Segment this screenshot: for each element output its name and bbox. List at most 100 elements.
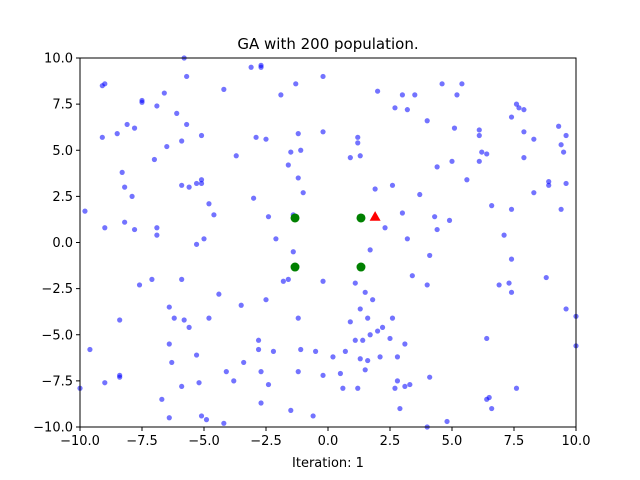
population-point: [280, 278, 286, 284]
population-point: [496, 282, 502, 288]
population-point: [382, 225, 388, 231]
population-point: [265, 214, 272, 220]
population-point: [543, 274, 549, 281]
population-point: [231, 378, 237, 384]
population-point: [513, 385, 520, 391]
population-point: [288, 149, 294, 155]
plot-area: [77, 55, 579, 430]
population-point: [198, 177, 205, 183]
population-point: [273, 236, 279, 242]
population-point: [139, 99, 145, 105]
population-point: [82, 208, 88, 214]
population-point: [251, 195, 257, 201]
population-point: [290, 249, 296, 255]
population-point: [263, 136, 269, 142]
population-point: [171, 315, 177, 321]
population-point: [288, 407, 294, 413]
population-point: [563, 180, 569, 187]
population-point: [521, 107, 527, 113]
population-point: [347, 155, 353, 161]
population-point: [122, 184, 128, 190]
population-point: [476, 127, 482, 133]
population-point: [484, 151, 490, 157]
population-point: [424, 282, 430, 288]
population-point: [295, 315, 301, 321]
population-point: [186, 184, 192, 190]
population-point: [198, 132, 205, 139]
population-point: [258, 64, 264, 70]
population-point: [427, 374, 433, 380]
population-point: [285, 276, 291, 282]
population-point: [558, 142, 564, 148]
population-point: [360, 337, 366, 343]
population-point: [464, 177, 470, 183]
population-point: [521, 155, 527, 161]
population-point: [521, 129, 527, 135]
population-point: [508, 289, 515, 295]
population-point: [404, 236, 410, 242]
x-tick-label: 5.0: [442, 434, 463, 449]
population-point: [330, 354, 336, 360]
population-point: [131, 226, 138, 233]
population-point: [206, 201, 212, 207]
population-point: [367, 332, 373, 338]
population-point: [221, 420, 227, 426]
population-point: [449, 158, 455, 164]
population-point: [223, 369, 229, 375]
population-point: [248, 64, 254, 70]
population-point: [221, 86, 227, 92]
population-point: [355, 134, 361, 140]
population-point: [439, 81, 445, 87]
population-point: [432, 214, 438, 220]
population-point: [476, 132, 482, 139]
population-point: [402, 341, 408, 347]
population-point: [198, 413, 205, 419]
population-point: [193, 180, 200, 187]
population-point: [99, 134, 105, 140]
population-point: [216, 291, 222, 297]
population-point: [320, 73, 326, 80]
population-point: [404, 107, 410, 113]
population-point: [367, 247, 373, 253]
optimum-point: [356, 262, 366, 272]
population-point: [513, 101, 520, 107]
population-point: [265, 381, 272, 388]
x-tick-label: −2.5: [250, 434, 282, 449]
population-point: [193, 241, 200, 247]
population-point: [347, 319, 353, 325]
y-tick-label: 0.0: [52, 236, 73, 251]
population-point: [117, 317, 123, 323]
population-point: [149, 276, 155, 282]
population-point: [508, 114, 515, 120]
population-point: [365, 357, 371, 364]
population-point: [164, 143, 170, 150]
population-point: [166, 341, 172, 347]
population-point: [476, 158, 482, 164]
population-point: [427, 252, 433, 259]
population-point: [561, 149, 567, 155]
population-point: [184, 121, 190, 128]
population-point: [459, 81, 465, 87]
population-point: [392, 105, 398, 111]
population-point: [255, 337, 262, 343]
population-point: [501, 232, 507, 238]
population-point: [201, 236, 207, 242]
population-point: [320, 372, 326, 378]
population-point: [454, 92, 460, 98]
population-point: [508, 206, 515, 212]
population-point: [407, 381, 413, 388]
x-axis-label: Iteration: 1: [292, 456, 364, 471]
population-point: [179, 182, 185, 188]
population-point: [278, 92, 284, 98]
population-point: [387, 335, 393, 342]
population-point: [392, 385, 398, 391]
population-point: [124, 121, 130, 128]
population-point: [179, 138, 185, 144]
population-point: [379, 324, 386, 330]
population-point: [357, 306, 363, 312]
population-point: [377, 354, 383, 360]
population-point: [211, 212, 217, 218]
y-tick-label: 5.0: [52, 144, 73, 159]
population-point: [484, 335, 490, 342]
population-point: [253, 134, 259, 140]
